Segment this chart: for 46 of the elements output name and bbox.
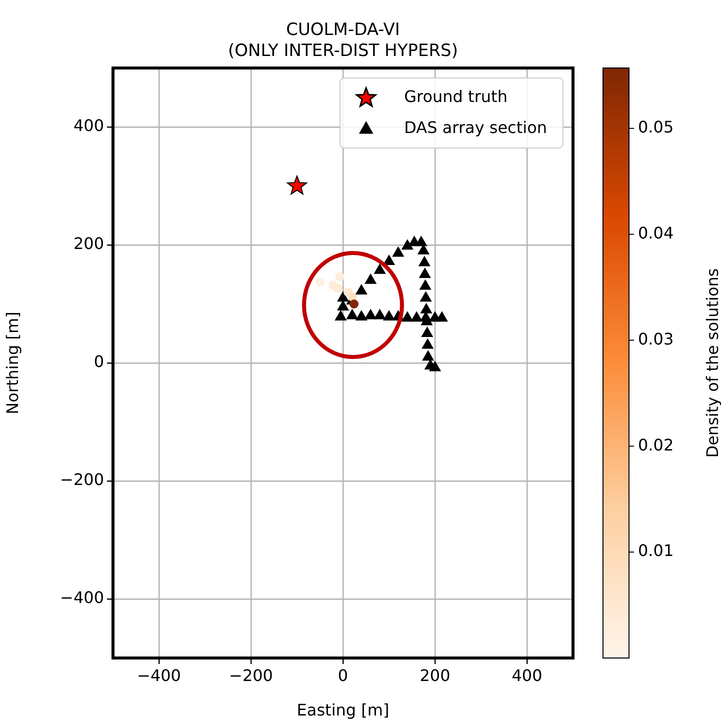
y-tick-label: −400 [60, 588, 104, 608]
point [419, 279, 432, 290]
y-tick-label: 0 [94, 352, 104, 372]
point [364, 308, 377, 320]
point [428, 360, 442, 372]
y-tick-label: −200 [60, 470, 104, 490]
point [355, 310, 368, 320]
point [382, 310, 396, 320]
point [374, 308, 386, 320]
x-tick-label: −400 [137, 666, 181, 685]
point [401, 239, 414, 250]
point [410, 311, 423, 322]
y-axis-title: Northing [m] [2, 312, 22, 414]
point [334, 310, 347, 320]
point [420, 302, 432, 314]
x-axis-title: Easting [m] [296, 700, 390, 720]
x-tick-label: 200 [420, 666, 450, 685]
point [436, 311, 448, 322]
chart-title: CUOLM-DA-VI (ONLY INTER-DIST HYPERS) [228, 20, 458, 61]
legend-label: DAS array section [404, 118, 547, 138]
point [420, 291, 432, 302]
y-tick-label: 400 [73, 116, 104, 136]
point [418, 268, 431, 278]
x-tick-label: 400 [512, 666, 542, 685]
point [364, 273, 377, 284]
point [355, 284, 368, 295]
y-tick-label: 200 [73, 234, 104, 254]
point [422, 350, 434, 361]
point [374, 263, 386, 274]
point [286, 176, 308, 195]
point [418, 256, 430, 266]
point [392, 246, 404, 257]
point [336, 291, 350, 302]
point [422, 338, 434, 349]
point [415, 236, 428, 246]
color-bar-label: 0.02 [638, 435, 674, 454]
x-tick-label: −200 [229, 666, 273, 685]
color-bar-label: 0.03 [638, 329, 674, 348]
point [421, 326, 434, 337]
point [401, 311, 414, 322]
point [346, 308, 358, 320]
legend-label: Ground truth [404, 87, 508, 106]
color-bar-label: 0.05 [638, 118, 674, 137]
x-tick-label: 0 [338, 666, 348, 685]
color-bar-label: 0.04 [638, 223, 674, 242]
color-bar-label: 0.01 [638, 541, 674, 560]
